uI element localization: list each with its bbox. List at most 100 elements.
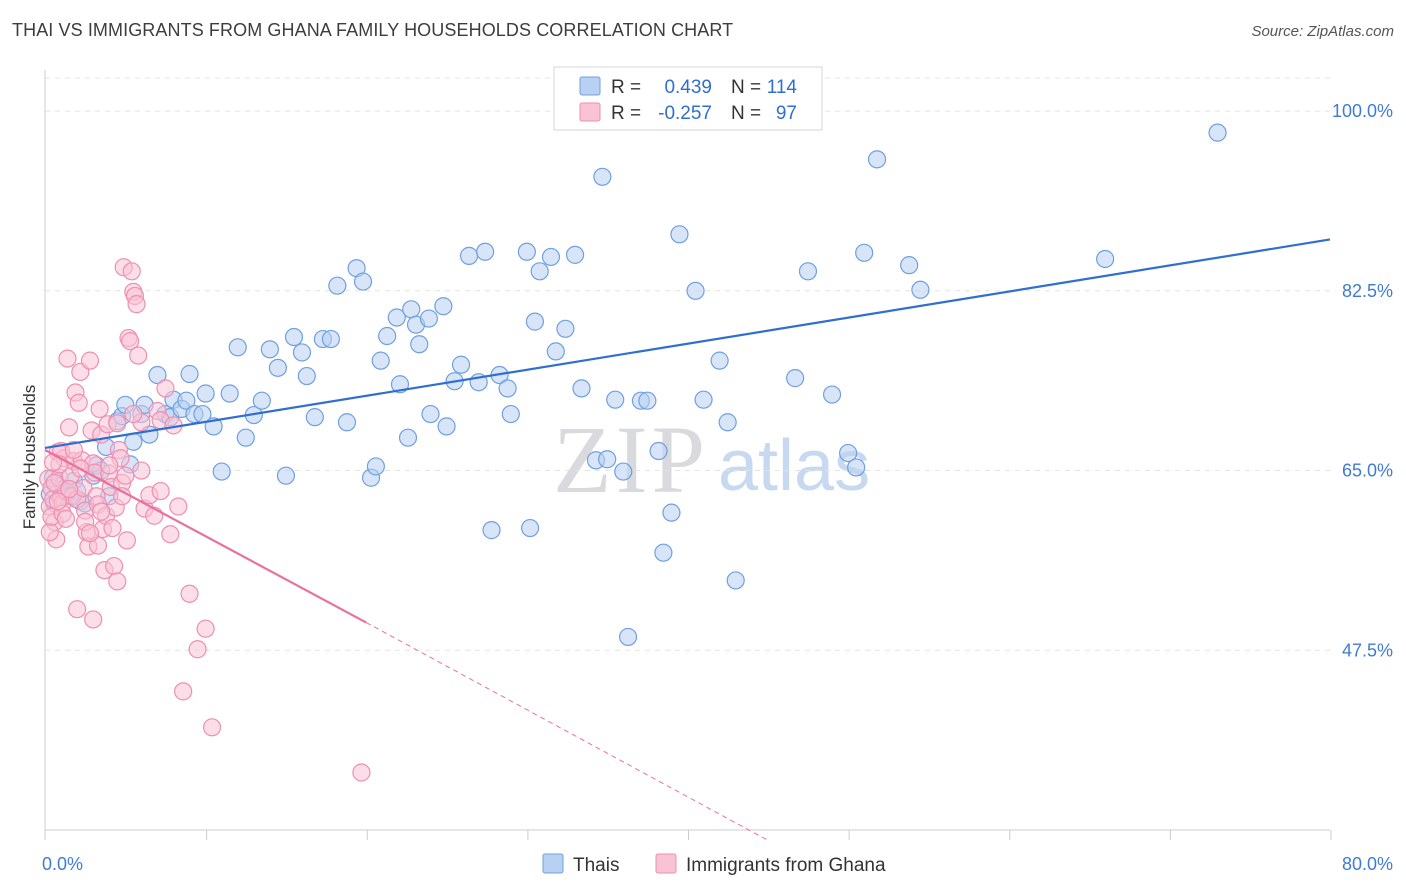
thais-point <box>180 364 199 384</box>
thais-point <box>618 627 638 647</box>
thais-point <box>649 441 668 461</box>
thais-point <box>268 358 288 377</box>
thais-point <box>220 384 239 403</box>
bottom-legend-swatch-thais <box>542 853 564 874</box>
gridlines <box>45 77 1330 651</box>
thais-point <box>328 276 347 295</box>
thais-point <box>292 343 312 362</box>
ghana-point <box>116 466 135 485</box>
thais-point <box>565 245 585 264</box>
thais-point <box>434 297 453 316</box>
ghana-point <box>202 718 222 737</box>
thais-point <box>798 262 818 281</box>
thais-point <box>694 390 713 409</box>
thais-point <box>847 458 866 477</box>
thais-point <box>517 242 536 261</box>
thais-point <box>670 225 689 244</box>
bottom-legend-label-thais: Thais <box>573 855 619 876</box>
thais-point <box>321 329 341 349</box>
ghana-point <box>180 584 199 603</box>
y-tick-label: 47.5% <box>1342 640 1393 660</box>
ghana-point <box>108 414 127 433</box>
legend-r-value-ghana: -0.257 <box>658 103 712 124</box>
thais-point <box>148 365 167 385</box>
ghana-point <box>196 619 215 638</box>
thais-point <box>606 390 625 409</box>
thais-point <box>686 281 705 300</box>
ghana-point <box>56 509 75 528</box>
y-axis-label: Family Households <box>20 385 39 530</box>
thais-point <box>337 413 357 432</box>
ghana-point <box>117 531 137 550</box>
y-tick-label: 65.0% <box>1342 461 1393 481</box>
thais-point <box>390 375 410 394</box>
thais-point <box>541 247 561 267</box>
thais-point <box>786 369 805 388</box>
ghana-point <box>59 479 79 499</box>
legend-n-label-ghana: N = <box>731 103 761 124</box>
ghana-point <box>174 682 193 701</box>
stats-legend: R = 0.439 N = 114 R = -0.257 N = 97 <box>553 66 823 131</box>
thais-point <box>421 404 440 424</box>
thais-point <box>726 571 745 590</box>
thais-point <box>710 351 729 370</box>
ghana-point <box>156 379 175 398</box>
ghana-point <box>80 524 100 543</box>
thais-point <box>305 408 324 427</box>
ghana-point <box>40 523 59 542</box>
x-tick-label-max: 80.0% <box>1342 854 1393 874</box>
ghana-trend-line <box>44 449 367 624</box>
ghana-point <box>132 461 151 480</box>
thais-point <box>867 150 887 169</box>
thais-point <box>212 462 231 481</box>
ghana-point <box>84 610 103 629</box>
thais-point <box>498 379 517 398</box>
thais-point <box>1208 123 1227 142</box>
thais-point <box>451 355 471 374</box>
thais-point <box>572 379 591 398</box>
thais-point <box>398 428 418 447</box>
thais-point <box>378 326 397 346</box>
ghana-point <box>121 332 140 351</box>
ghana-point <box>59 418 79 437</box>
thais-point <box>638 391 657 410</box>
ghana-point <box>129 346 148 365</box>
thais-point <box>476 242 495 261</box>
ghana-point <box>103 518 122 538</box>
thais-point <box>911 280 930 299</box>
thais-point <box>419 309 438 328</box>
ghana-point <box>108 572 127 591</box>
thais-point <box>236 428 255 447</box>
ghana-point <box>122 262 141 281</box>
thais-point <box>371 351 390 370</box>
thais-point <box>520 518 540 538</box>
thais-point <box>855 243 874 262</box>
thais-point <box>437 417 456 436</box>
thais-point <box>900 256 919 275</box>
thais-point <box>410 335 429 354</box>
chart-title: THAI VS IMMIGRANTS FROM GHANA FAMILY HOU… <box>12 20 734 40</box>
thais-point <box>402 300 421 319</box>
ghana-point <box>80 351 100 370</box>
thais-point <box>276 466 296 485</box>
ghana-point <box>68 600 87 619</box>
thais-point <box>525 312 545 331</box>
thais-point <box>228 338 247 357</box>
thais-point <box>546 342 565 361</box>
y-tick-label: 100.0% <box>1332 101 1393 121</box>
ghana-point <box>151 481 170 501</box>
thais-point <box>839 443 858 463</box>
legend-r-label-ghana: R = <box>611 103 641 124</box>
thais-point <box>387 308 406 327</box>
legend-swatch-thais <box>579 76 601 96</box>
legend-swatch-ghana <box>579 102 601 122</box>
ghana-point <box>188 640 207 659</box>
thais-trend-line <box>44 238 1331 450</box>
ghana-point <box>124 404 143 424</box>
legend-n-value-ghana: 97 <box>776 103 797 124</box>
thais-point <box>718 413 737 432</box>
thais-point <box>593 167 612 186</box>
thais-point <box>1096 249 1115 269</box>
y-tick-labels: 47.5% 65.0% 82.5% 100.0% <box>1332 101 1393 660</box>
thais-point <box>260 340 279 359</box>
